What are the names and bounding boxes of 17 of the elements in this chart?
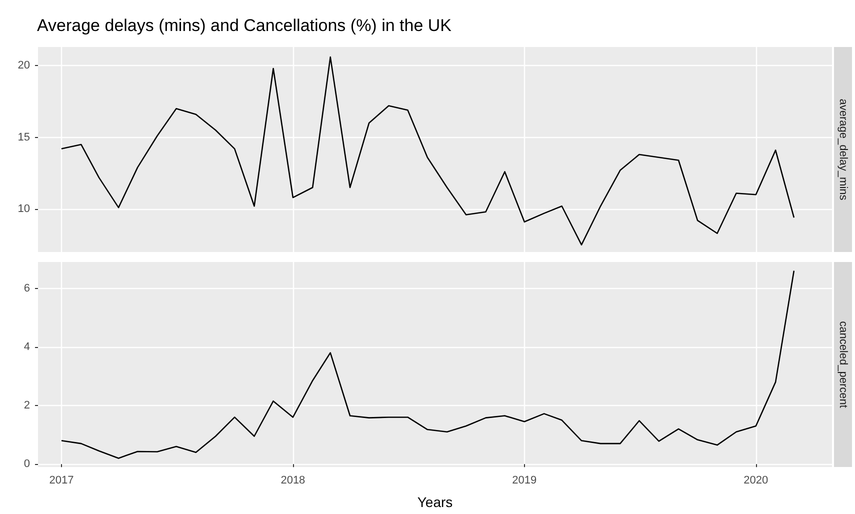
y-tick-label: 2 — [24, 400, 30, 412]
y-tick-label: 15 — [18, 131, 30, 144]
y2-axis-title: average_delay_mins — [837, 98, 849, 201]
line-series — [60, 270, 795, 459]
y-tick-label: 4 — [24, 340, 30, 353]
y-tick-label: 0 — [24, 458, 30, 470]
x-tick-label: 2019 — [512, 474, 537, 486]
y2-axis-title: canceled_percent — [837, 321, 849, 408]
x-axis-title: Years — [417, 494, 453, 510]
y-tick-label: 20 — [18, 60, 30, 72]
chart-title: Average delays (mins) and Cancellations (%) in the UK — [37, 16, 452, 35]
x-tick-label: 2020 — [744, 474, 768, 486]
line-series — [60, 56, 795, 246]
y-tick-label: 10 — [18, 202, 30, 215]
x-tick-label: 2017 — [49, 474, 74, 486]
x-tick-label: 2018 — [280, 474, 306, 486]
y-tick-label: 6 — [24, 282, 30, 294]
